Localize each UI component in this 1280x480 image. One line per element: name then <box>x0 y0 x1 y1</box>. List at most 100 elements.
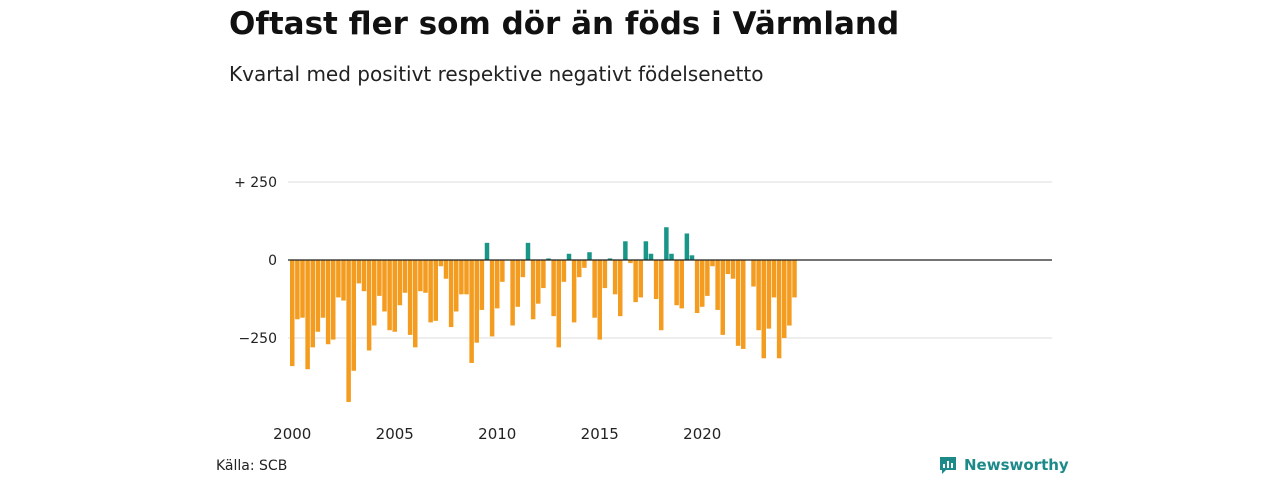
bar-positive <box>546 258 551 260</box>
bar-negative <box>500 260 505 282</box>
y-tick-label: 0 <box>268 253 277 269</box>
bar-negative <box>628 260 633 264</box>
bar-negative <box>372 260 377 326</box>
bar-negative <box>653 260 659 299</box>
bar-negative <box>361 260 367 292</box>
bar-negative <box>782 260 787 338</box>
bar-negative <box>382 260 387 312</box>
bar-negative <box>341 260 346 301</box>
bar-negative <box>331 260 336 340</box>
bar-negative <box>700 260 705 307</box>
bar-negative <box>438 260 444 267</box>
bar-negative <box>612 260 618 295</box>
bar-negative <box>428 260 433 323</box>
bar-negative <box>761 260 766 359</box>
bar-positive <box>669 253 674 260</box>
bar-negative <box>715 260 720 310</box>
bar-negative <box>459 260 464 295</box>
bar-negative <box>530 260 536 320</box>
bar-negative <box>751 260 756 287</box>
bar-negative <box>694 260 700 314</box>
bar-negative <box>735 260 741 346</box>
bar-negative <box>336 260 341 298</box>
bar-positive <box>525 242 531 260</box>
bar-negative <box>592 260 597 318</box>
bar-negative <box>454 260 459 312</box>
bar-negative <box>725 260 731 275</box>
bar-negative <box>474 260 479 343</box>
bar-negative <box>679 260 684 309</box>
bar-negative <box>582 260 587 268</box>
brand-name: Newsworthy <box>964 456 1069 474</box>
bar-negative <box>300 260 305 318</box>
bar-negative <box>387 260 392 331</box>
bar-negative <box>448 260 454 328</box>
bar-positive <box>664 227 669 260</box>
bar-negative <box>551 260 556 317</box>
bar-negative <box>377 260 382 296</box>
y-tick-label: −250 <box>239 331 277 347</box>
bar-negative <box>418 260 423 292</box>
bar-negative <box>756 260 761 331</box>
bar-positive <box>623 241 628 260</box>
bar-negative <box>469 260 474 363</box>
bar-negative <box>495 260 500 309</box>
bar-negative <box>638 260 643 298</box>
source-label: Källa: SCB <box>216 458 288 474</box>
bar-positive <box>587 252 592 260</box>
bar-negative <box>597 260 602 340</box>
bar-negative <box>351 260 356 371</box>
bar-negative <box>310 260 315 348</box>
chart-subtitle: Kvartal med positivt respektive negativt… <box>229 62 764 86</box>
bar-negative <box>290 260 295 367</box>
bar-positive <box>689 255 695 260</box>
bar-negative <box>407 260 413 335</box>
bar-negative <box>741 260 746 349</box>
bar-negative <box>771 260 777 298</box>
bar-negative <box>443 260 449 279</box>
x-tick-label: 2020 <box>683 425 721 443</box>
bar-negative <box>618 260 623 317</box>
bar-negative <box>402 260 408 293</box>
bar-negative <box>489 260 495 337</box>
bar-negative <box>766 260 772 329</box>
bar-negative <box>413 260 418 348</box>
bar-negative <box>325 260 331 345</box>
bar-negative <box>366 260 372 351</box>
x-tick-label: 2005 <box>376 425 414 443</box>
bar-negative <box>479 260 485 310</box>
bar-negative <box>776 260 782 359</box>
x-tick-label: 2000 <box>273 425 311 443</box>
bar-negative <box>556 260 561 348</box>
bar-negative <box>356 260 362 284</box>
bar-negative <box>633 260 638 303</box>
bar-negative <box>602 260 608 289</box>
brand-logo[interactable]: Newsworthy <box>938 455 1069 475</box>
bar-negative <box>305 260 310 370</box>
bar-positive <box>484 242 490 260</box>
bar-negative <box>433 260 438 321</box>
bar-negative <box>674 260 679 306</box>
y-tick-label: + 250 <box>234 175 277 191</box>
bar-negative <box>730 260 736 279</box>
bar-positive <box>607 258 613 260</box>
bar-chart-logo-icon <box>940 457 956 474</box>
bar-negative <box>720 260 725 335</box>
bar-negative <box>510 260 515 326</box>
bar-negative <box>346 260 351 402</box>
bar-negative <box>464 260 469 295</box>
bar-negative <box>577 260 582 278</box>
bar-negative <box>705 260 710 296</box>
bar-negative <box>423 260 428 293</box>
bar-negative <box>571 260 577 323</box>
bar-negative <box>397 260 403 306</box>
bar-negative <box>561 260 567 282</box>
bar-negative <box>787 260 792 326</box>
bar-negative <box>392 260 397 332</box>
bar-negative <box>710 260 715 267</box>
bar-positive <box>643 241 649 260</box>
bar-negative <box>520 260 526 278</box>
chart-title: Oftast fler som dör än föds i Värmland <box>229 6 900 42</box>
bar-positive <box>648 253 654 260</box>
